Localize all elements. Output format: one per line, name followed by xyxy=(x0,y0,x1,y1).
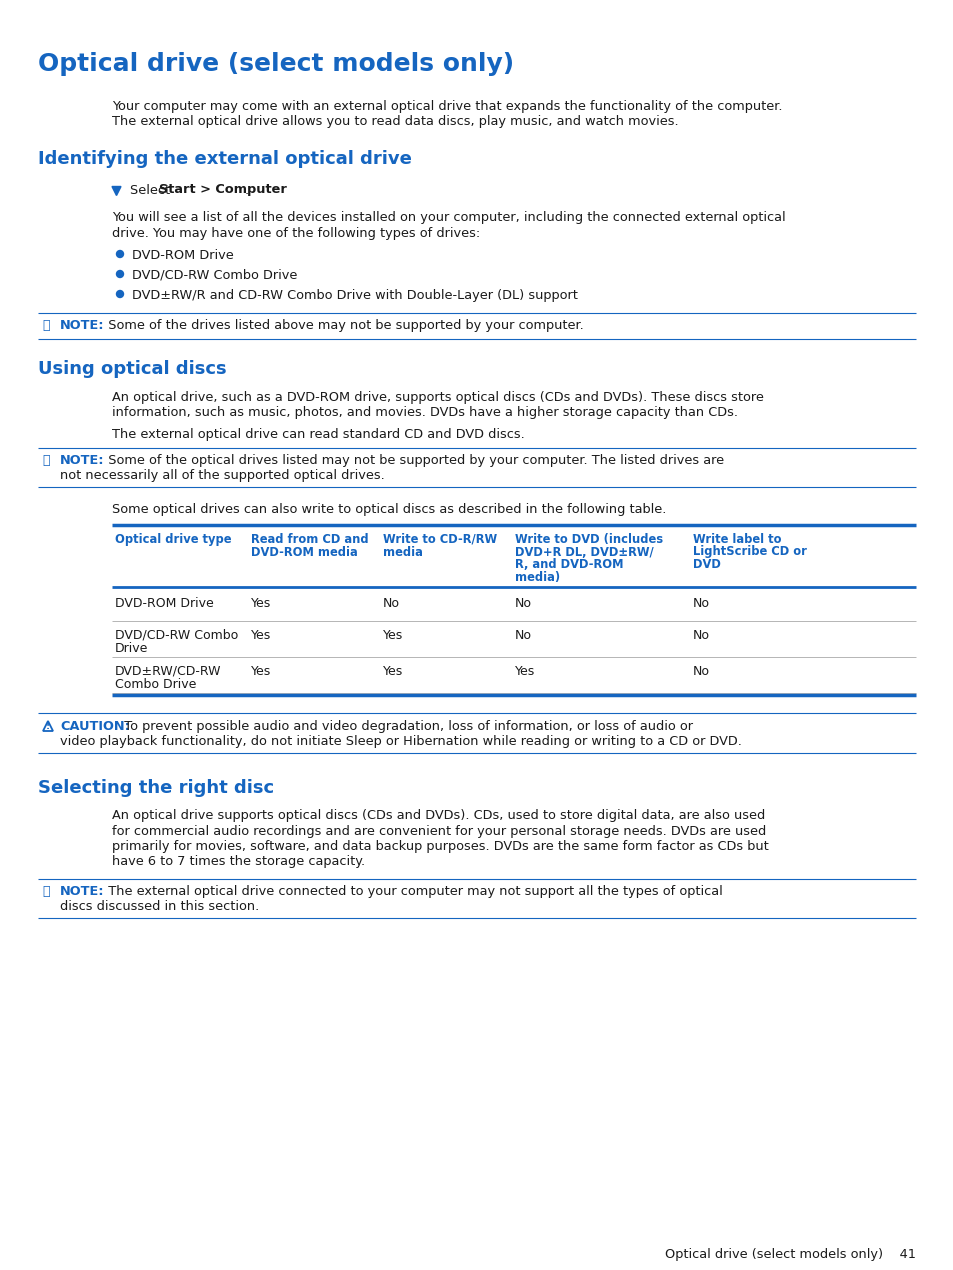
Text: DVD/CD-RW Combo: DVD/CD-RW Combo xyxy=(115,629,238,643)
Text: NOTE:: NOTE: xyxy=(60,319,105,331)
Text: DVD±RW/CD-RW: DVD±RW/CD-RW xyxy=(115,665,221,678)
Text: R, and DVD-ROM: R, and DVD-ROM xyxy=(515,558,623,572)
Text: Using optical discs: Using optical discs xyxy=(38,361,227,378)
Text: CAUTION:: CAUTION: xyxy=(60,720,130,733)
Text: Read from CD and: Read from CD and xyxy=(251,533,368,546)
Text: Your computer may come with an external optical drive that expands the functiona: Your computer may come with an external … xyxy=(112,100,781,113)
Text: No: No xyxy=(382,597,399,610)
Text: Start > Computer: Start > Computer xyxy=(159,183,287,197)
Circle shape xyxy=(116,250,123,258)
Text: Yes: Yes xyxy=(251,597,271,610)
Text: No: No xyxy=(515,597,532,610)
Text: Selecting the right disc: Selecting the right disc xyxy=(38,779,274,798)
Polygon shape xyxy=(112,187,121,196)
Text: Drive: Drive xyxy=(115,643,149,655)
Text: The external optical drive allows you to read data discs, play music, and watch : The external optical drive allows you to… xyxy=(112,116,678,128)
Text: DVD-ROM Drive: DVD-ROM Drive xyxy=(115,597,213,610)
Text: Write label to: Write label to xyxy=(692,533,781,546)
Text: DVD+R DL, DVD±RW/: DVD+R DL, DVD±RW/ xyxy=(515,546,653,559)
Text: DVD-ROM media: DVD-ROM media xyxy=(251,546,357,559)
Text: Some optical drives can also write to optical discs as described in the followin: Some optical drives can also write to op… xyxy=(112,503,666,516)
Text: Write to CD-R/RW: Write to CD-R/RW xyxy=(382,533,497,546)
Text: No: No xyxy=(515,629,532,643)
Text: Yes: Yes xyxy=(515,665,535,678)
Text: ⓘ: ⓘ xyxy=(42,319,50,331)
Text: Select: Select xyxy=(130,183,174,197)
Text: DVD±RW/R and CD-RW Combo Drive with Double-Layer (DL) support: DVD±RW/R and CD-RW Combo Drive with Doub… xyxy=(132,290,578,302)
Text: Some of the optical drives listed may not be supported by your computer. The lis: Some of the optical drives listed may no… xyxy=(100,453,723,467)
Circle shape xyxy=(116,271,123,278)
Text: No: No xyxy=(692,629,709,643)
Text: Write to DVD (includes: Write to DVD (includes xyxy=(515,533,662,546)
Text: Some of the drives listed above may not be supported by your computer.: Some of the drives listed above may not … xyxy=(100,319,583,331)
Circle shape xyxy=(116,291,123,297)
Text: Yes: Yes xyxy=(251,629,271,643)
Text: An optical drive supports optical discs (CDs and DVDs). CDs, used to store digit: An optical drive supports optical discs … xyxy=(112,809,764,822)
Text: DVD/CD-RW Combo Drive: DVD/CD-RW Combo Drive xyxy=(132,269,297,282)
Text: media: media xyxy=(382,546,422,559)
Text: An optical drive, such as a DVD-ROM drive, supports optical discs (CDs and DVDs): An optical drive, such as a DVD-ROM driv… xyxy=(112,390,763,404)
Text: Yes: Yes xyxy=(382,665,403,678)
Text: Optical drive type: Optical drive type xyxy=(115,533,232,546)
Text: No: No xyxy=(692,665,709,678)
Text: The external optical drive can read standard CD and DVD discs.: The external optical drive can read stan… xyxy=(112,428,524,441)
Text: not necessarily all of the supported optical drives.: not necessarily all of the supported opt… xyxy=(60,470,384,483)
Text: for commercial audio recordings and are convenient for your personal storage nee: for commercial audio recordings and are … xyxy=(112,824,765,837)
Text: !: ! xyxy=(46,723,50,732)
Text: LightScribe CD or: LightScribe CD or xyxy=(692,546,806,559)
Text: .: . xyxy=(245,183,249,197)
Text: No: No xyxy=(692,597,709,610)
Text: Combo Drive: Combo Drive xyxy=(115,678,196,691)
Text: Optical drive (select models only)    41: Optical drive (select models only) 41 xyxy=(664,1248,915,1261)
Text: DVD: DVD xyxy=(692,558,720,572)
Text: To prevent possible audio and video degradation, loss of information, or loss of: To prevent possible audio and video degr… xyxy=(116,720,692,733)
Text: video playback functionality, do not initiate Sleep or Hibernation while reading: video playback functionality, do not ini… xyxy=(60,735,741,748)
Text: drive. You may have one of the following types of drives:: drive. You may have one of the following… xyxy=(112,227,479,240)
Text: NOTE:: NOTE: xyxy=(60,453,105,467)
Text: Yes: Yes xyxy=(251,665,271,678)
Text: information, such as music, photos, and movies. DVDs have a higher storage capac: information, such as music, photos, and … xyxy=(112,406,738,419)
Text: have 6 to 7 times the storage capacity.: have 6 to 7 times the storage capacity. xyxy=(112,856,365,869)
Text: NOTE:: NOTE: xyxy=(60,885,105,898)
Text: ⓘ: ⓘ xyxy=(42,453,50,467)
Text: discs discussed in this section.: discs discussed in this section. xyxy=(60,900,259,913)
Text: DVD-ROM Drive: DVD-ROM Drive xyxy=(132,249,233,262)
Text: Yes: Yes xyxy=(382,629,403,643)
Text: primarily for movies, software, and data backup purposes. DVDs are the same form: primarily for movies, software, and data… xyxy=(112,839,768,853)
Text: You will see a list of all the devices installed on your computer, including the: You will see a list of all the devices i… xyxy=(112,212,785,225)
Text: Identifying the external optical drive: Identifying the external optical drive xyxy=(38,150,412,168)
Text: media): media) xyxy=(515,570,559,583)
Text: The external optical drive connected to your computer may not support all the ty: The external optical drive connected to … xyxy=(100,885,722,898)
Text: Optical drive (select models only): Optical drive (select models only) xyxy=(38,52,514,76)
Text: ⓘ: ⓘ xyxy=(42,885,50,898)
